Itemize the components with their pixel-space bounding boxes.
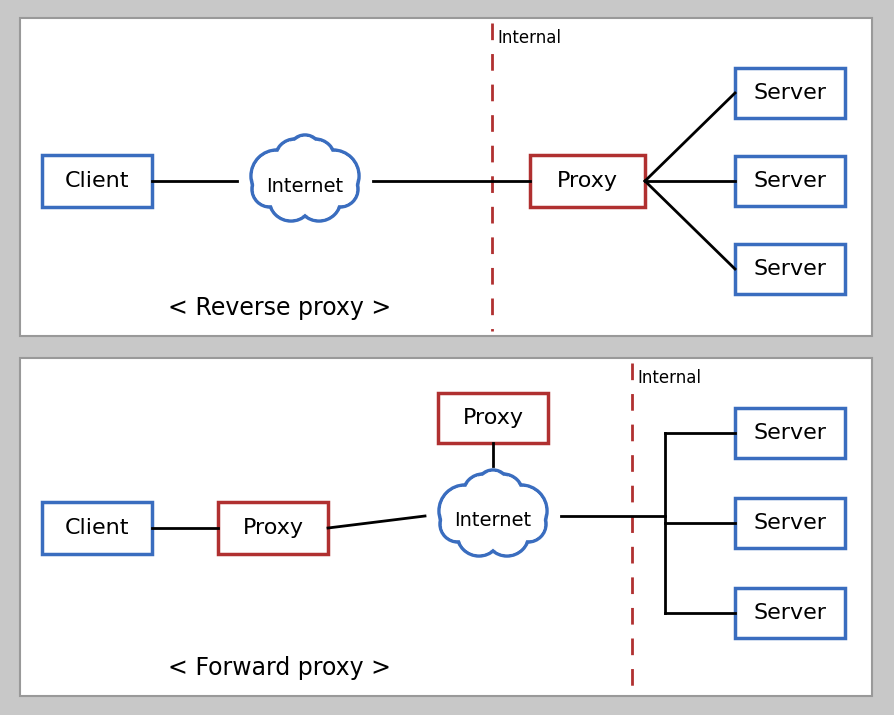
FancyBboxPatch shape bbox=[734, 588, 844, 638]
FancyBboxPatch shape bbox=[20, 358, 871, 696]
Circle shape bbox=[250, 150, 303, 202]
FancyBboxPatch shape bbox=[734, 498, 844, 548]
Circle shape bbox=[510, 506, 545, 542]
Circle shape bbox=[463, 486, 522, 546]
Circle shape bbox=[497, 488, 544, 535]
Circle shape bbox=[442, 508, 473, 540]
FancyBboxPatch shape bbox=[20, 18, 871, 336]
Text: Client: Client bbox=[64, 171, 129, 191]
Text: Server: Server bbox=[753, 513, 825, 533]
Text: Proxy: Proxy bbox=[556, 171, 618, 191]
Circle shape bbox=[275, 152, 334, 210]
Circle shape bbox=[465, 476, 500, 511]
Circle shape bbox=[254, 174, 285, 204]
FancyBboxPatch shape bbox=[734, 408, 844, 458]
Circle shape bbox=[297, 142, 333, 177]
Circle shape bbox=[479, 473, 506, 500]
Text: Internal: Internal bbox=[496, 29, 561, 47]
Circle shape bbox=[460, 484, 525, 548]
Circle shape bbox=[277, 142, 312, 177]
Circle shape bbox=[273, 149, 337, 213]
FancyBboxPatch shape bbox=[734, 244, 844, 294]
Circle shape bbox=[485, 512, 528, 556]
Circle shape bbox=[487, 515, 526, 553]
Circle shape bbox=[253, 152, 300, 199]
Circle shape bbox=[295, 139, 334, 179]
Circle shape bbox=[457, 512, 501, 556]
FancyBboxPatch shape bbox=[42, 502, 152, 554]
Text: Server: Server bbox=[753, 83, 825, 103]
Text: < Forward proxy >: < Forward proxy > bbox=[168, 656, 391, 680]
Text: Server: Server bbox=[753, 171, 825, 191]
Circle shape bbox=[274, 139, 315, 179]
Circle shape bbox=[459, 515, 498, 553]
FancyBboxPatch shape bbox=[42, 155, 152, 207]
Text: Internet: Internet bbox=[266, 177, 343, 195]
FancyBboxPatch shape bbox=[218, 502, 327, 554]
Circle shape bbox=[494, 485, 546, 537]
Circle shape bbox=[289, 135, 321, 167]
Circle shape bbox=[441, 488, 488, 535]
Text: Server: Server bbox=[753, 423, 825, 443]
Circle shape bbox=[297, 177, 341, 221]
Text: Internet: Internet bbox=[454, 511, 531, 531]
Circle shape bbox=[512, 508, 543, 540]
Circle shape bbox=[440, 506, 476, 542]
Text: Proxy: Proxy bbox=[242, 518, 303, 538]
Circle shape bbox=[439, 485, 491, 537]
FancyBboxPatch shape bbox=[734, 156, 844, 206]
Text: Client: Client bbox=[64, 518, 129, 538]
Circle shape bbox=[291, 137, 318, 164]
Circle shape bbox=[322, 171, 358, 207]
Text: Server: Server bbox=[753, 603, 825, 623]
Text: Proxy: Proxy bbox=[462, 408, 523, 428]
Circle shape bbox=[477, 470, 509, 502]
Text: < Reverse proxy >: < Reverse proxy > bbox=[168, 296, 392, 320]
FancyBboxPatch shape bbox=[734, 68, 844, 118]
Circle shape bbox=[307, 150, 358, 202]
FancyBboxPatch shape bbox=[437, 393, 547, 443]
Circle shape bbox=[299, 179, 338, 219]
Circle shape bbox=[269, 177, 313, 221]
Text: Internal: Internal bbox=[637, 369, 700, 387]
Circle shape bbox=[252, 171, 288, 207]
Circle shape bbox=[325, 174, 355, 204]
Text: Server: Server bbox=[753, 259, 825, 279]
FancyBboxPatch shape bbox=[529, 155, 645, 207]
Circle shape bbox=[483, 474, 522, 514]
Circle shape bbox=[271, 179, 310, 219]
Circle shape bbox=[485, 476, 520, 511]
Circle shape bbox=[309, 152, 356, 199]
Circle shape bbox=[462, 474, 502, 514]
